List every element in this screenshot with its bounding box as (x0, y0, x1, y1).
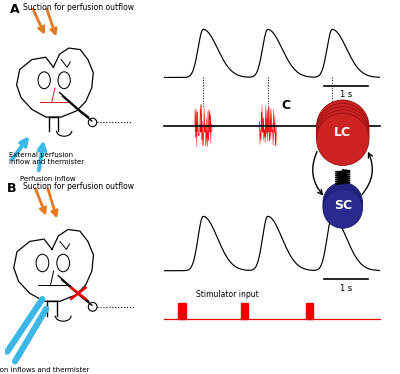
Text: A: A (10, 3, 20, 16)
Text: SC: SC (334, 199, 352, 212)
Text: Suction for perfusion outflow: Suction for perfusion outflow (23, 183, 134, 191)
Bar (178, 303, 186, 319)
Text: B: B (7, 183, 17, 196)
Circle shape (323, 187, 362, 226)
Text: 1 s: 1 s (340, 284, 352, 293)
Text: 1 s: 1 s (340, 90, 352, 99)
Text: Stimulator input: Stimulator input (196, 289, 258, 298)
Text: Perfusion inflow: Perfusion inflow (20, 176, 76, 182)
Circle shape (316, 110, 369, 162)
Text: Perfusion inflows and thermister: Perfusion inflows and thermister (0, 367, 89, 373)
Text: External perfusion
inflow and thermister: External perfusion inflow and thermister (8, 153, 84, 165)
Text: Suction for perfusion outflow: Suction for perfusion outflow (23, 3, 134, 12)
Bar (241, 303, 248, 319)
Text: LC: LC (334, 126, 351, 139)
Bar (306, 303, 314, 319)
Circle shape (316, 107, 369, 159)
Circle shape (323, 185, 362, 224)
Circle shape (323, 183, 362, 222)
Circle shape (323, 189, 362, 228)
Text: C: C (281, 99, 290, 113)
Circle shape (316, 100, 369, 152)
Circle shape (316, 113, 369, 165)
Circle shape (316, 103, 369, 156)
